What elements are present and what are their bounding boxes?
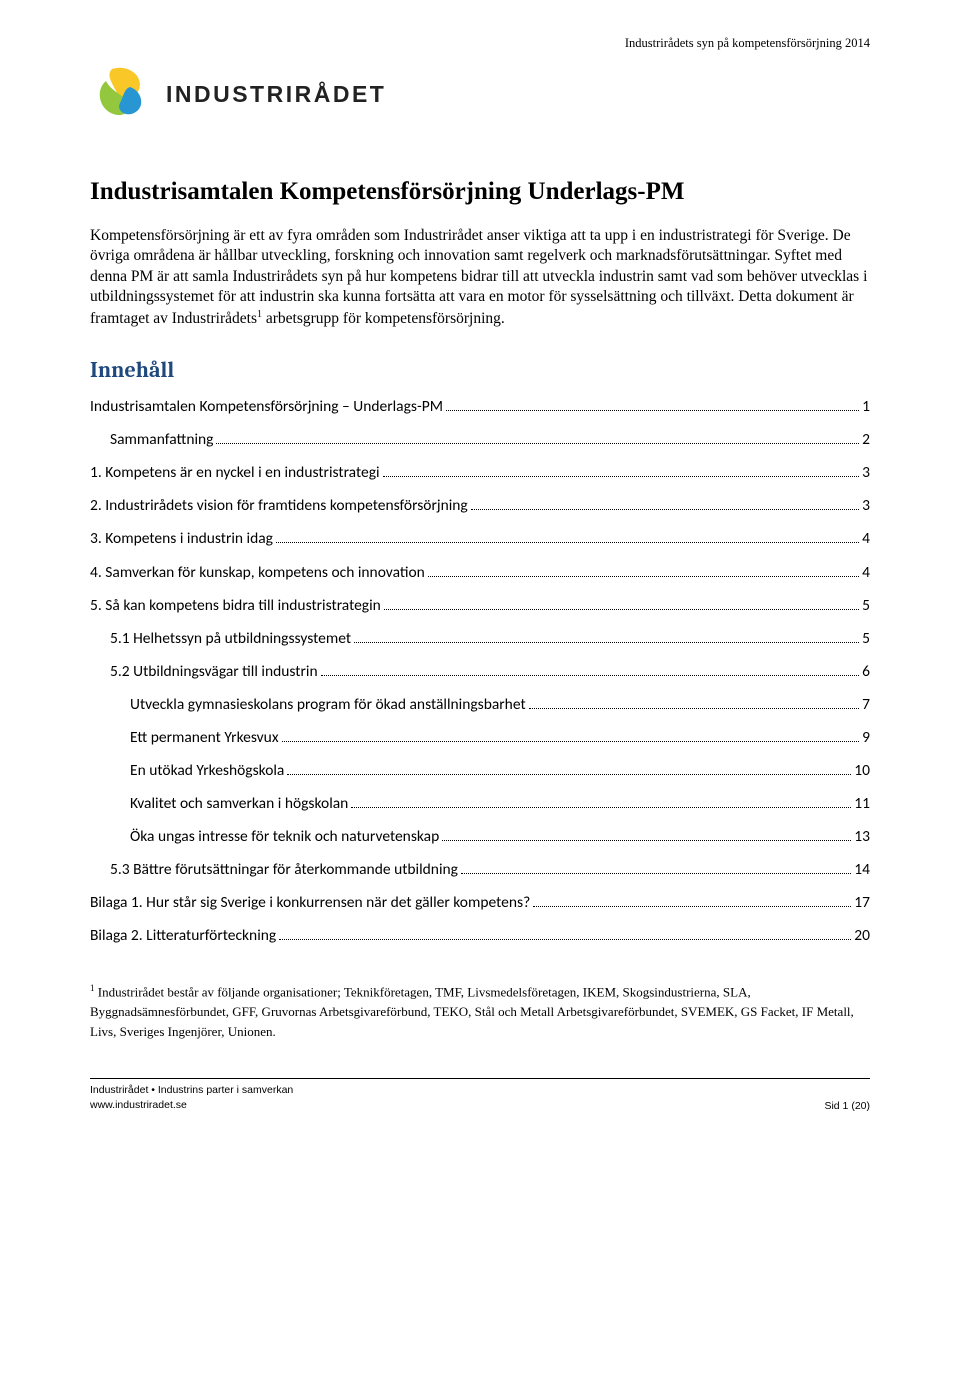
toc-item-page: 5 [862,594,870,618]
document-title: Industrisamtalen Kompetensförsörjning Un… [90,178,870,206]
toc-item-page: 1 [862,395,870,419]
document-page: Industrirådets syn på kompetensförsörjni… [0,0,960,1142]
footer-page-number: Sid 1 (20) [824,1100,870,1112]
footer-left: Industrirådet • Industrins parter i samv… [90,1083,293,1111]
toc-item-label: 5.1 Helhetssyn på utbildningssystemet [110,627,351,651]
toc-leader-dots [442,829,851,841]
toc-item[interactable]: Sammanfattning 2 [90,428,870,452]
toc-item[interactable]: 3. Kompetens i industrin idag 4 [90,527,870,551]
toc-leader-dots [279,928,851,940]
toc-leader-dots [383,466,860,478]
toc-item-label: En utökad Yrkeshögskola [130,759,284,783]
toc-item-page: 11 [854,792,870,816]
toc-item[interactable]: Bilaga 1. Hur står sig Sverige i konkurr… [90,891,870,915]
toc-item[interactable]: Kvalitet och samverkan i högskolan 11 [90,792,870,816]
toc-item-label: 5.2 Utbildningsvägar till industrin [110,660,318,684]
toc-item-label: Sammanfattning [110,428,213,452]
toc-leader-dots [287,763,851,775]
toc-item-page: 3 [862,461,870,485]
footer-line2: www.industriradet.se [90,1098,293,1112]
toc-item-page: 4 [862,527,870,551]
toc-item-label: 2. Industrirådets vision för framtidens … [90,494,468,518]
toc-leader-dots [354,631,859,643]
footer-line1: Industrirådet • Industrins parter i samv… [90,1083,293,1097]
paragraph-text-after: arbetsgrupp för kompetensförsörjning. [262,310,505,327]
toc-item-page: 10 [854,759,870,783]
logo: INDUSTRIRÅDET [90,61,870,128]
intro-paragraph: Kompetensförsörjning är ett av fyra områ… [90,226,870,329]
toc-item-label: Utveckla gymnasieskolans program för öka… [130,693,526,717]
toc-item[interactable]: 5.3 Bättre förutsättningar för återkomma… [90,858,870,882]
toc-item-label: Öka ungas intresse för teknik och naturv… [130,825,439,849]
logo-wordmark: INDUSTRIRÅDET [166,81,386,108]
toc-item[interactable]: 5. Så kan kompetens bidra till industris… [90,594,870,618]
toc-item-label: Ett permanent Yrkesvux [130,726,279,750]
toc-item-page: 9 [862,726,870,750]
toc-leader-dots [471,499,859,511]
toc-item[interactable]: En utökad Yrkeshögskola 10 [90,759,870,783]
header-right-text: Industrirådets syn på kompetensförsörjni… [90,36,870,51]
footnote-text: Industrirådet består av följande organis… [90,984,854,1039]
toc-item[interactable]: Öka ungas intresse för teknik och naturv… [90,825,870,849]
toc-item[interactable]: Industrisamtalen Kompetensförsörjning – … [90,395,870,419]
toc-leader-dots [351,796,851,808]
toc-item-label: 3. Kompetens i industrin idag [90,527,273,551]
toc-leader-dots [321,664,860,676]
toc-item-page: 17 [854,891,870,915]
toc-item[interactable]: Ett permanent Yrkesvux 9 [90,726,870,750]
footer: Industrirådet • Industrins parter i samv… [90,1083,870,1111]
toc-leader-dots [428,565,859,577]
toc-leader-dots [529,697,859,709]
logo-mark-icon [90,61,152,128]
toc-leader-dots [446,400,859,412]
toc-item-label: 5. Så kan kompetens bidra till industris… [90,594,381,618]
toc-item[interactable]: 5.1 Helhetssyn på utbildningssystemet 5 [90,627,870,651]
toc-item[interactable]: Utveckla gymnasieskolans program för öka… [90,693,870,717]
toc-item-page: 5 [862,627,870,651]
toc-item-page: 14 [854,858,870,882]
toc-item-label: Bilaga 1. Hur står sig Sverige i konkurr… [90,891,530,915]
toc-item-page: 2 [862,428,870,452]
toc-leader-dots [282,730,860,742]
table-of-contents: Industrisamtalen Kompetensförsörjning – … [90,395,870,947]
toc-item-label: Kvalitet och samverkan i högskolan [130,792,348,816]
footnote: 1 Industrirådet består av följande organ… [90,982,870,1043]
toc-item-page: 3 [862,494,870,518]
toc-item-page: 6 [862,660,870,684]
toc-leader-dots [461,862,851,874]
toc-item-page: 7 [862,693,870,717]
toc-item-label: 4. Samverkan för kunskap, kompetens och … [90,561,425,585]
toc-item-page: 20 [854,924,870,948]
toc-heading: Innehåll [90,357,870,383]
toc-item[interactable]: Bilaga 2. Litteraturförteckning 20 [90,924,870,948]
toc-item-label: Industrisamtalen Kompetensförsörjning – … [90,395,443,419]
toc-item[interactable]: 1. Kompetens är en nyckel i en industris… [90,461,870,485]
footer-divider [90,1078,870,1079]
toc-item-label: Bilaga 2. Litteraturförteckning [90,924,276,948]
toc-item[interactable]: 5.2 Utbildningsvägar till industrin 6 [90,660,870,684]
toc-item-label: 5.3 Bättre förutsättningar för återkomma… [110,858,458,882]
toc-leader-dots [276,532,859,544]
toc-leader-dots [533,895,851,907]
toc-item[interactable]: 2. Industrirådets vision för framtidens … [90,494,870,518]
toc-item-page: 13 [854,825,870,849]
toc-leader-dots [384,598,859,610]
toc-leader-dots [216,433,859,445]
toc-item-page: 4 [862,561,870,585]
toc-item[interactable]: 4. Samverkan för kunskap, kompetens och … [90,561,870,585]
toc-item-label: 1. Kompetens är en nyckel i en industris… [90,461,380,485]
